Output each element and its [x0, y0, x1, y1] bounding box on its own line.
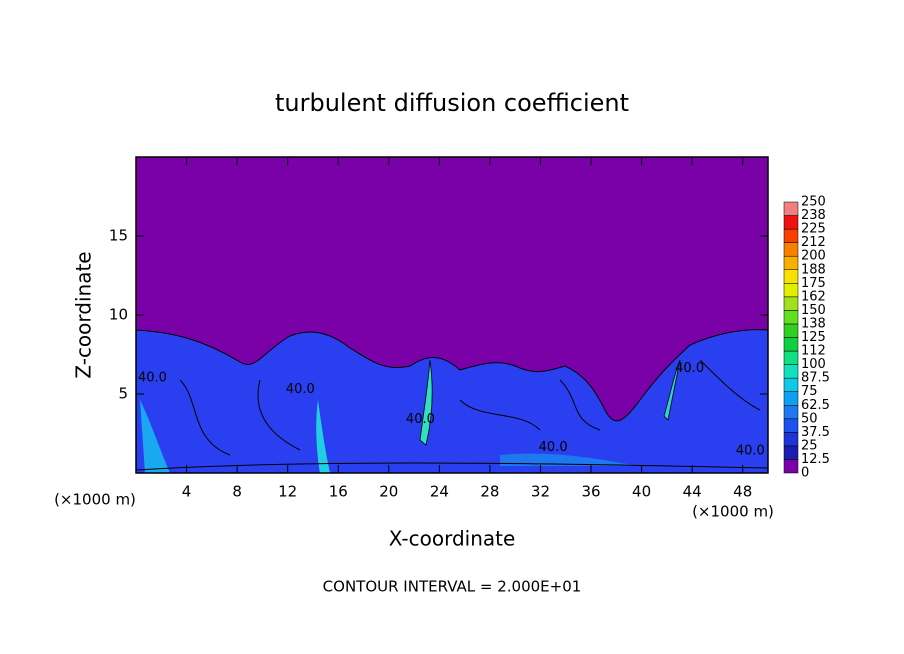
contour-label: 40.0	[539, 440, 568, 455]
colorbar-band	[783, 242, 799, 257]
x-tick-label: 48	[733, 483, 752, 501]
colorbar-label: 150	[801, 303, 826, 318]
colorbar-label: 225	[801, 222, 826, 237]
colorbar-band	[783, 201, 799, 216]
colorbar-band	[783, 215, 799, 230]
y-tick-label: 5	[118, 385, 128, 403]
y-axis-title: Z-coordinate	[72, 251, 96, 378]
colorbar-band	[783, 255, 799, 271]
x-tick-label: 16	[329, 483, 348, 501]
x-tick-label: 8	[232, 483, 242, 501]
contour-interval-note: CONTOUR INTERVAL = 2.000E+01	[323, 578, 582, 596]
contour-label: 40.0	[736, 443, 765, 458]
x-tick-label: 32	[531, 483, 550, 501]
x-tick-label: 12	[278, 483, 297, 501]
contour-label: 40.0	[138, 371, 167, 386]
colorbar-band	[783, 323, 799, 338]
x-tick-label: 44	[683, 483, 702, 501]
y-tick-label: 10	[109, 306, 128, 324]
contour-label: 40.0	[406, 412, 435, 427]
chart-title: turbulent diffusion coefficient	[275, 89, 629, 117]
colorbar-label: 188	[801, 262, 826, 277]
colorbar-band	[783, 364, 799, 379]
x-tick-label: 28	[480, 483, 499, 501]
colorbar-label: 200	[801, 249, 826, 264]
colorbar-label: 62.5	[801, 398, 830, 413]
colorbar-label: 75	[801, 384, 818, 399]
x-unit-left: (×1000 m)	[54, 491, 136, 509]
colorbar-band	[783, 269, 799, 284]
field-region	[135, 329, 769, 474]
colorbar-label: 100	[801, 357, 826, 372]
colorbar-label: 112	[801, 344, 826, 359]
colorbar-label: 250	[801, 195, 826, 210]
colorbar-label: 175	[801, 276, 826, 291]
x-tick-label: 20	[379, 483, 398, 501]
colorbar-label: 238	[801, 208, 826, 223]
x-tick-label: 4	[182, 483, 192, 501]
x-tick-label: 36	[581, 483, 600, 501]
colorbar-band	[783, 418, 799, 433]
x-axis-title: X-coordinate	[389, 527, 516, 551]
colorbar-band	[783, 228, 799, 243]
x-tick-label: 40	[632, 483, 651, 501]
colorbar-band	[783, 350, 799, 365]
y-tick-label: 15	[109, 227, 128, 245]
colorbar-band	[783, 310, 799, 325]
colorbar-label: 212	[801, 235, 826, 250]
colorbar-band	[783, 459, 799, 474]
colorbar-label: 50	[801, 411, 818, 426]
colorbar-band	[783, 405, 799, 420]
colorbar-band	[783, 445, 799, 460]
colorbar-label: 138	[801, 316, 826, 331]
colorbar-band	[783, 377, 799, 392]
colorbar-label: 25	[801, 438, 818, 453]
contour-label: 40.0	[286, 382, 315, 397]
contour-label: 40.0	[675, 361, 704, 376]
x-unit-right: (×1000 m)	[692, 503, 774, 521]
colorbar-band	[783, 283, 799, 298]
colorbar-band	[783, 432, 799, 447]
colorbar-label: 12.5	[801, 452, 830, 467]
colorbar-label: 125	[801, 330, 826, 345]
colorbar-band	[783, 391, 799, 406]
colorbar-label: 37.5	[801, 425, 830, 440]
colorbar-label: 0	[801, 466, 809, 481]
colorbar-label: 162	[801, 289, 826, 304]
colorbar-label: 87.5	[801, 371, 830, 386]
colorbar-band	[783, 296, 799, 311]
colorbar-band	[783, 337, 799, 352]
x-tick-label: 24	[430, 483, 449, 501]
